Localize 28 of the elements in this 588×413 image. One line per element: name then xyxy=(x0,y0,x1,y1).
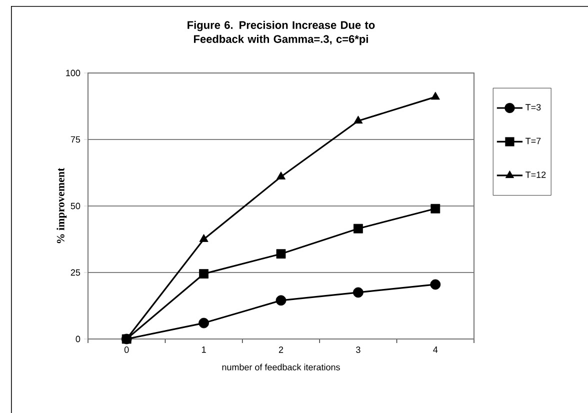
point xyxy=(199,269,209,279)
point xyxy=(276,172,286,180)
x-tick-label: 4 xyxy=(433,346,438,353)
x-axis-title: number of feedback iterations xyxy=(222,364,340,370)
point xyxy=(354,116,363,124)
legend-label: T=7 xyxy=(526,138,541,144)
x-tick-label: 2 xyxy=(278,346,284,353)
point xyxy=(430,279,441,290)
y-tick-label: 75 xyxy=(70,136,80,143)
legend-label: T=12 xyxy=(526,172,546,178)
point xyxy=(199,234,208,242)
point xyxy=(353,287,364,298)
x-tick-label: 1 xyxy=(202,346,206,353)
point xyxy=(430,204,440,214)
y-tick-label: 50 xyxy=(70,202,80,210)
point xyxy=(276,249,286,259)
point xyxy=(354,224,363,234)
y-tick-label: 0 xyxy=(76,336,80,342)
x-tick-label: 0 xyxy=(124,346,129,353)
y-tick-label: 100 xyxy=(66,70,80,76)
point xyxy=(430,92,440,100)
x-tick-label: 3 xyxy=(356,346,360,353)
y-axis-title: % improvement xyxy=(56,168,67,244)
legend-label: T=3 xyxy=(526,104,541,110)
point xyxy=(198,318,209,328)
point xyxy=(276,295,286,306)
y-tick-label: 25 xyxy=(70,269,80,276)
chart-title: Figure 6. Precision Increase Due to Feedback with Gamma=.3, c=6*pi xyxy=(188,20,375,46)
